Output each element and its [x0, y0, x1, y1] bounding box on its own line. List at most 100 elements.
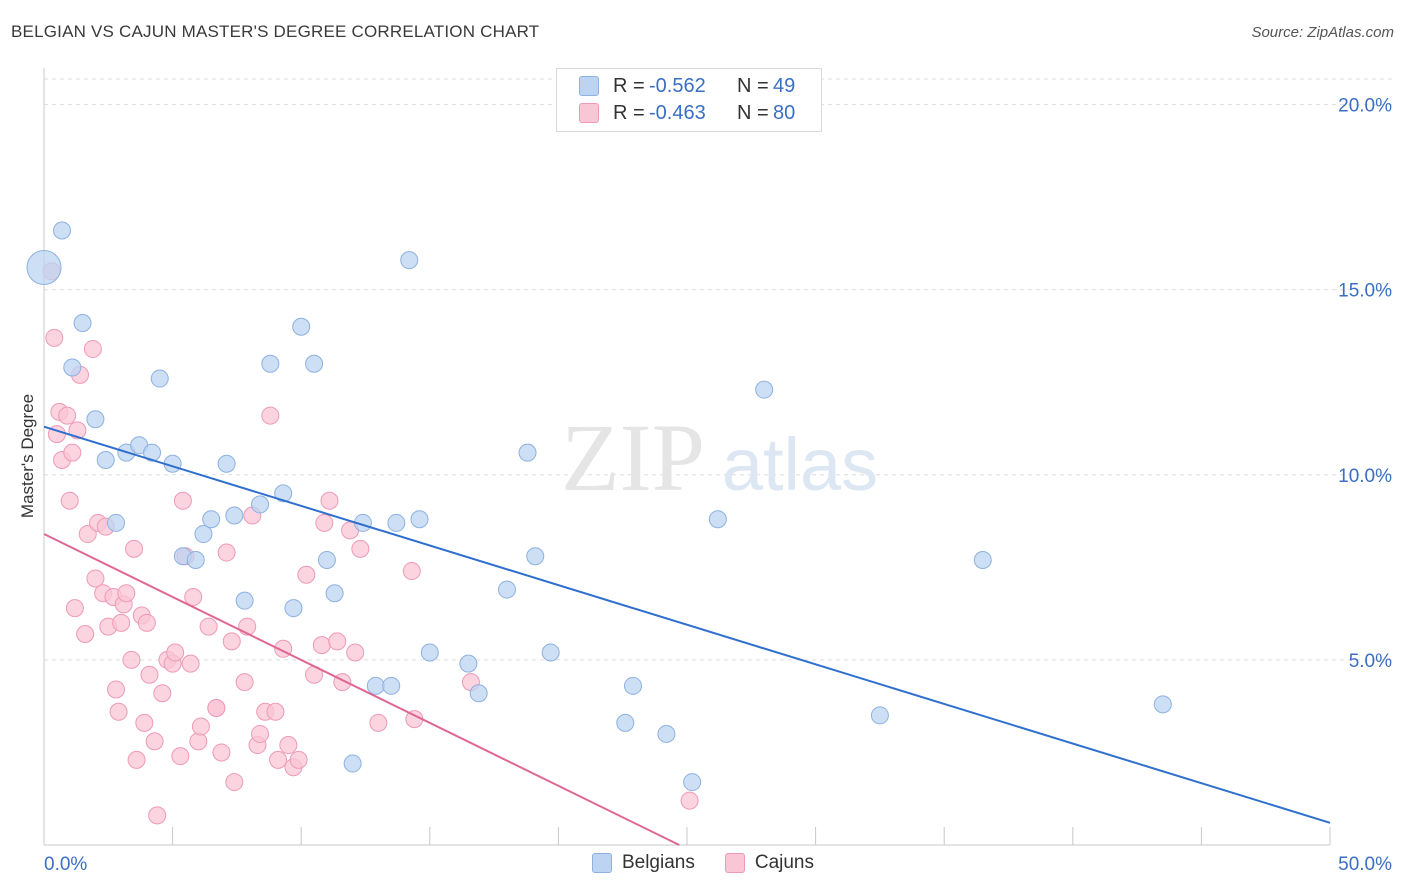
- cajun-point: [145, 732, 164, 751]
- cajun-point: [346, 643, 365, 662]
- belgian-point: [292, 317, 311, 336]
- belgian-point: [400, 251, 419, 270]
- y-tick-label: 10.0%: [1338, 466, 1392, 487]
- cajun-point: [191, 717, 210, 736]
- source-label: Source: ZipAtlas.com: [1251, 24, 1394, 41]
- cajun-trendline: [43, 533, 680, 846]
- cajun-point: [125, 539, 144, 558]
- cajun-point: [171, 747, 190, 766]
- belgian-point: [459, 654, 478, 673]
- belgian-point: [86, 410, 105, 429]
- belgian-point: [63, 358, 82, 377]
- cajun-point: [112, 613, 131, 632]
- x-tick-label: 50.0%: [1338, 854, 1392, 875]
- series-legend: Belgians Cajuns: [0, 852, 1406, 874]
- belgian-point: [870, 706, 889, 725]
- cajun-point: [58, 406, 77, 425]
- belgian-point: [683, 773, 702, 792]
- belgian-point: [317, 550, 336, 569]
- belgian-point: [261, 354, 280, 373]
- cajun-point: [181, 654, 200, 673]
- belgian-point: [387, 513, 406, 532]
- belgian-point: [325, 584, 344, 603]
- n-value: 49: [773, 74, 796, 97]
- cajun-point: [351, 539, 370, 558]
- cajun-point: [402, 562, 421, 581]
- r-label: R =: [613, 74, 645, 97]
- y-tick-label: 15.0%: [1338, 281, 1392, 302]
- belgian-point: [26, 250, 62, 285]
- legend-label-belgians: Belgians: [621, 852, 695, 873]
- cajun-swatch: [579, 103, 599, 123]
- belgian-point: [194, 525, 213, 544]
- legend-item-cajuns[interactable]: Cajuns: [724, 852, 815, 874]
- legend-item-belgians[interactable]: Belgians: [591, 852, 695, 874]
- belgian-point: [143, 443, 162, 462]
- cajun-point: [369, 713, 388, 732]
- cajun-point: [109, 702, 128, 721]
- y-tick-label: 5.0%: [1349, 651, 1392, 672]
- cajun-point: [166, 643, 185, 662]
- cajun-point: [315, 513, 334, 532]
- cajun-legend-swatch: [724, 853, 745, 873]
- belgian-trendline: [43, 425, 1331, 824]
- belgian-point: [973, 550, 992, 569]
- correlation-legend: R = -0.562 N = 49 R = -0.463 N = 80: [556, 68, 822, 132]
- belgian-point: [526, 547, 545, 566]
- belgian-point: [202, 510, 221, 529]
- r-value: -0.562: [649, 74, 706, 97]
- cajun-point: [83, 339, 102, 358]
- cajun-point: [199, 617, 218, 636]
- belgian-point: [225, 506, 244, 525]
- belgian-point: [518, 443, 537, 462]
- belgian-point: [217, 454, 236, 473]
- belgian-point: [382, 676, 401, 695]
- belgian-point: [410, 510, 429, 529]
- belgian-point: [469, 684, 488, 703]
- belgian-point: [541, 643, 560, 662]
- n-value: 80: [773, 101, 796, 124]
- cajun-point: [212, 743, 231, 762]
- cajun-point: [107, 680, 126, 699]
- cajun-point: [76, 624, 95, 643]
- cajun-point: [320, 491, 339, 510]
- belgian-swatch: [579, 76, 599, 96]
- belgian-point: [251, 495, 270, 514]
- cajun-point: [312, 636, 331, 655]
- belgian-point: [96, 451, 115, 469]
- cajun-point: [279, 736, 298, 755]
- legend-label-cajuns: Cajuns: [754, 852, 815, 873]
- cajun-point: [266, 702, 285, 721]
- belgian-point: [657, 724, 676, 743]
- cajun-point: [251, 724, 270, 743]
- x-tick-label: 0.0%: [44, 854, 87, 875]
- belgian-point: [1153, 695, 1172, 714]
- belgian-point: [305, 354, 324, 373]
- cajun-point: [289, 750, 308, 769]
- cajun-point: [63, 443, 82, 462]
- cajun-point: [680, 791, 699, 810]
- belgian-point: [755, 380, 774, 399]
- belgian-point: [616, 713, 635, 732]
- cajun-point: [148, 806, 167, 825]
- belgian-legend-swatch: [591, 853, 612, 873]
- belgian-point: [73, 314, 92, 333]
- belgian-point: [186, 550, 205, 569]
- cajun-point: [117, 584, 136, 603]
- belgian-point: [420, 643, 439, 662]
- cajun-point: [65, 599, 84, 618]
- belgian-point: [150, 369, 169, 388]
- belgian-point: [708, 510, 727, 529]
- belgian-point: [53, 221, 72, 240]
- cajun-point: [207, 699, 226, 718]
- cajun-point: [86, 569, 105, 588]
- r-label: R =: [613, 101, 645, 124]
- watermark-zip: ZIP: [561, 404, 705, 511]
- cajun-point: [173, 491, 192, 510]
- cajun-point: [45, 328, 64, 347]
- r-value: -0.463: [649, 101, 706, 124]
- belgian-point: [623, 676, 642, 695]
- belgian-point: [366, 676, 385, 695]
- legend-row-cajun: R = -0.463 N = 80: [579, 100, 795, 126]
